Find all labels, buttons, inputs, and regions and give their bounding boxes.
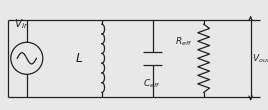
Text: $L$: $L$: [75, 52, 83, 65]
Text: $V_{in}$: $V_{in}$: [14, 17, 29, 31]
Text: $R_{eff}$: $R_{eff}$: [175, 36, 192, 48]
Text: $C_{eff}$: $C_{eff}$: [143, 77, 160, 90]
Text: $V_{out}$: $V_{out}$: [252, 52, 268, 65]
